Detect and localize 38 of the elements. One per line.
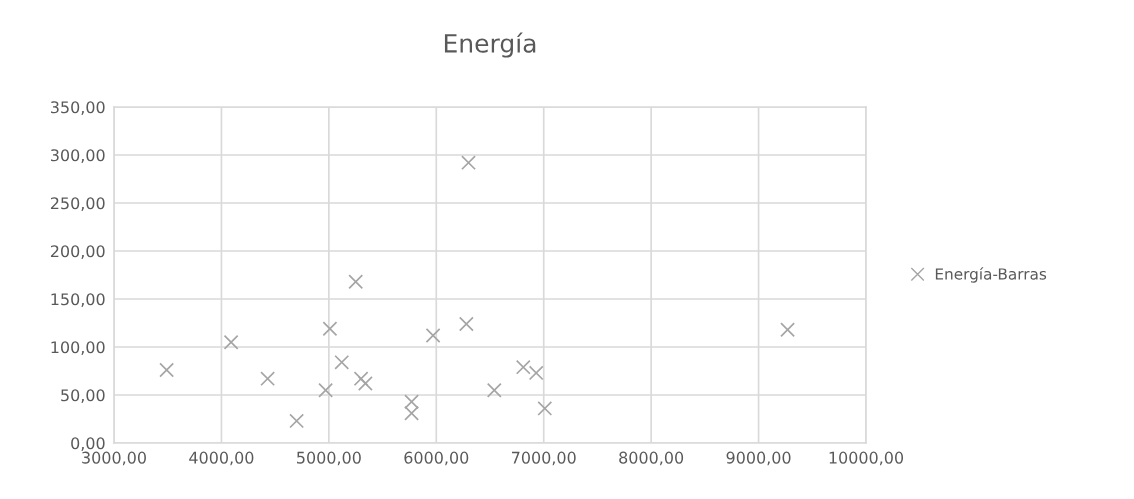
point <box>404 394 420 410</box>
y-tick-label: 50,00 <box>61 389 105 403</box>
point <box>318 382 334 398</box>
point <box>357 376 373 391</box>
point <box>780 322 796 338</box>
y-tick-label: 250,00 <box>50 197 105 211</box>
x-tick-label: 5000,00 <box>297 451 361 466</box>
point <box>223 334 239 350</box>
x-tick-label: 8000,00 <box>619 451 684 466</box>
point <box>289 413 305 429</box>
x-tick-label: 4000,00 <box>189 451 254 466</box>
point <box>159 362 175 378</box>
point <box>425 328 441 343</box>
y-tick-label: 300,00 <box>51 149 105 163</box>
y-tick-label: 150,00 <box>51 293 105 307</box>
point <box>353 371 369 387</box>
point <box>404 405 420 421</box>
point <box>461 155 476 171</box>
chart-title: Energía <box>444 32 536 58</box>
x-tick-label: 10000,00 <box>829 451 904 466</box>
y-tick-label: 0,00 <box>71 437 105 451</box>
x-tick-label: 3000,00 <box>82 451 146 466</box>
point <box>348 274 364 290</box>
legend-label: Energía-Barras <box>935 267 1047 283</box>
y-tick-label: 200,00 <box>50 245 105 259</box>
point <box>486 382 502 398</box>
y-tick-label: 100,00 <box>51 341 105 355</box>
x-tick-label: 6000,00 <box>404 451 469 466</box>
point <box>537 401 553 416</box>
point <box>458 316 474 332</box>
y-tick-label: 350,00 <box>51 101 105 115</box>
point <box>515 359 531 375</box>
point <box>260 371 276 387</box>
x-tick-label: 7000,00 <box>512 451 576 466</box>
point <box>322 321 338 337</box>
point <box>334 354 350 370</box>
x-tick-label: 9000,00 <box>726 451 791 466</box>
point <box>528 365 544 381</box>
